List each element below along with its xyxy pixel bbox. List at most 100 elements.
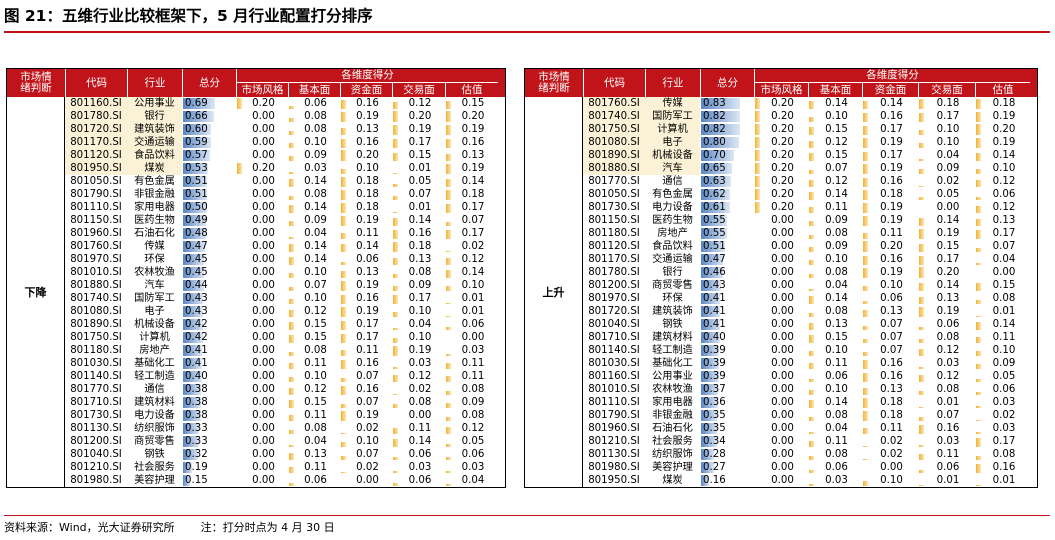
dimension-score: 0.00 xyxy=(771,397,794,408)
dimension-score: 0.08 xyxy=(408,397,432,408)
dimension-score-cell: 0.08 xyxy=(918,331,975,344)
dimension-score: 0.16 xyxy=(408,228,432,239)
dimension-score-cell: 0.18 xyxy=(975,97,1030,110)
table-header: 市场情绪判断 代码 行业 总分 各维度得分 市场风格 基本面 资金面 交易面 估值 xyxy=(525,69,1037,97)
dimension-score: 0.17 xyxy=(880,150,903,161)
dimension-score-cell: 0.00 xyxy=(236,370,288,383)
dimension-score: 0.07 xyxy=(356,397,379,408)
dimension-score: 0.14 xyxy=(408,436,432,447)
table-row: 801140.SI 轻工制造 0.40 0.00 0.10 0.07 0.12 0.11 xyxy=(65,370,505,383)
dimension-score-bar xyxy=(809,180,814,187)
dimension-score-bar xyxy=(809,288,814,291)
table-row: 801970.SI 环保 0.45 0.00 0.14 0.06 0.13 0.12 xyxy=(65,253,505,266)
dimension-score-cell: 0.11 xyxy=(808,357,862,370)
dimension-score: 0.02 xyxy=(356,462,379,473)
dimension-score: 0.12 xyxy=(936,345,960,356)
dimension-score-bar xyxy=(446,362,451,369)
dimension-score: 0.17 xyxy=(880,124,903,135)
dimension-score: 0.00 xyxy=(252,332,275,343)
dimension-score: 0.14 xyxy=(408,215,432,226)
dimension-score-cell: 0.14 xyxy=(862,97,918,110)
dimension-score-bar xyxy=(289,205,294,213)
dimension-score: 0.15 xyxy=(304,332,327,343)
dimension-score-bar xyxy=(341,410,346,421)
dimension-score: 0.00 xyxy=(252,293,275,304)
dimension-score-cell: 0.19 xyxy=(340,305,392,318)
dimension-score: 0.00 xyxy=(252,150,275,161)
total-score-bar xyxy=(183,384,201,395)
dimension-score-cell: 0.00 xyxy=(754,331,808,344)
total-score: 0.38 xyxy=(185,410,208,421)
total-score: 0.60 xyxy=(185,124,208,135)
dimension-score: 0.11 xyxy=(936,449,960,460)
dimension-score-cell: 0.00 xyxy=(236,318,288,331)
dimension-score-bar xyxy=(919,169,924,174)
dimension-score-cell: 0.20 xyxy=(340,149,392,162)
dimension-score: 0.15 xyxy=(304,319,327,330)
dimension-score-bar xyxy=(863,458,868,460)
dimension-score-bar xyxy=(919,296,924,304)
total-score: 0.45 xyxy=(185,254,208,265)
industry-name: 传媒 xyxy=(645,97,700,110)
dimension-score-cell: 0.18 xyxy=(340,188,392,201)
dimension-score-bar xyxy=(289,482,294,486)
dimension-score: 0.12 xyxy=(461,254,485,265)
industry-name: 建筑材料 xyxy=(134,397,175,408)
total-score-cell: 0.63 xyxy=(700,175,754,188)
dimension-score: 0.10 xyxy=(304,293,327,304)
total-score: 0.65 xyxy=(703,163,726,174)
header-dim-4: 估值 xyxy=(445,83,498,97)
dimension-score-bar xyxy=(976,432,981,434)
dimension-score: 0.02 xyxy=(356,423,379,434)
dimension-score: 0.06 xyxy=(408,475,432,486)
dimension-score: 0.19 xyxy=(936,228,960,239)
dimension-score: 0.19 xyxy=(461,163,485,174)
industry-code: 801960.SI xyxy=(588,423,640,434)
dimension-score-cell: 0.00 xyxy=(236,253,288,266)
dimension-score-cell: 0.10 xyxy=(288,292,340,305)
total-score-bar xyxy=(701,397,718,408)
dimension-score-bar xyxy=(341,111,346,122)
dimension-score-cell: 0.01 xyxy=(975,474,1030,487)
total-score-bar xyxy=(183,462,192,473)
dimension-score-cell: 0.06 xyxy=(808,461,862,474)
total-score-cell: 0.33 xyxy=(182,422,236,435)
dimension-score-cell: 0.13 xyxy=(445,149,498,162)
total-score-cell: 0.33 xyxy=(182,435,236,448)
total-score-cell: 0.60 xyxy=(182,123,236,136)
dimension-score: 0.16 xyxy=(880,176,903,187)
dimension-score: 0.00 xyxy=(252,215,275,226)
table-row: 801110.SI 家用电器 0.50 0.00 0.14 0.18 0.01 0.17 xyxy=(65,201,505,214)
dimension-score-cell: 0.07 xyxy=(445,214,498,227)
total-score-cell: 0.51 xyxy=(182,175,236,188)
industry-code: 801780.SI xyxy=(588,267,640,278)
total-score-cell: 0.32 xyxy=(182,448,236,461)
dimension-score-cell: 0.10 xyxy=(288,266,340,279)
total-score: 0.66 xyxy=(185,111,208,122)
dimension-score-cell: 0.11 xyxy=(392,422,445,435)
dimension-score: 0.16 xyxy=(356,137,379,148)
total-score-bar xyxy=(701,449,715,460)
dimension-score: 0.03 xyxy=(992,397,1016,408)
dimension-score-cell: 0.13 xyxy=(340,123,392,136)
dimension-score-cell: 0.17 xyxy=(340,318,392,331)
dimension-score-cell: 0.20 xyxy=(236,162,288,175)
dimension-score-bar xyxy=(341,150,346,161)
total-score-cell: 0.57 xyxy=(182,149,236,162)
dimension-score-bar xyxy=(341,190,346,200)
dimension-score-cell: 0.00 xyxy=(236,149,288,162)
dimension-score-cell: 0.19 xyxy=(392,123,445,136)
dimension-score-bar xyxy=(393,375,398,382)
dimension-score-cell: 0.00 xyxy=(754,435,808,448)
dimension-score: 0.19 xyxy=(880,163,903,174)
dimension-score: 0.00 xyxy=(880,462,903,473)
table-rows: 801760.SI 传媒 0.83 0.20 0.14 0.14 0.18 0.18 80174… xyxy=(583,97,1037,487)
dimension-score-bar xyxy=(919,283,924,291)
industry-code: 801790.SI xyxy=(588,410,640,421)
dimension-score-cell: 0.20 xyxy=(445,110,498,123)
dimension-score: 0.06 xyxy=(992,384,1016,395)
dimension-score: 0.19 xyxy=(880,267,903,278)
dimension-score-cell: 0.00 xyxy=(236,175,288,188)
dimension-score-cell: 0.19 xyxy=(340,110,392,123)
dimension-score-bar xyxy=(289,376,294,382)
